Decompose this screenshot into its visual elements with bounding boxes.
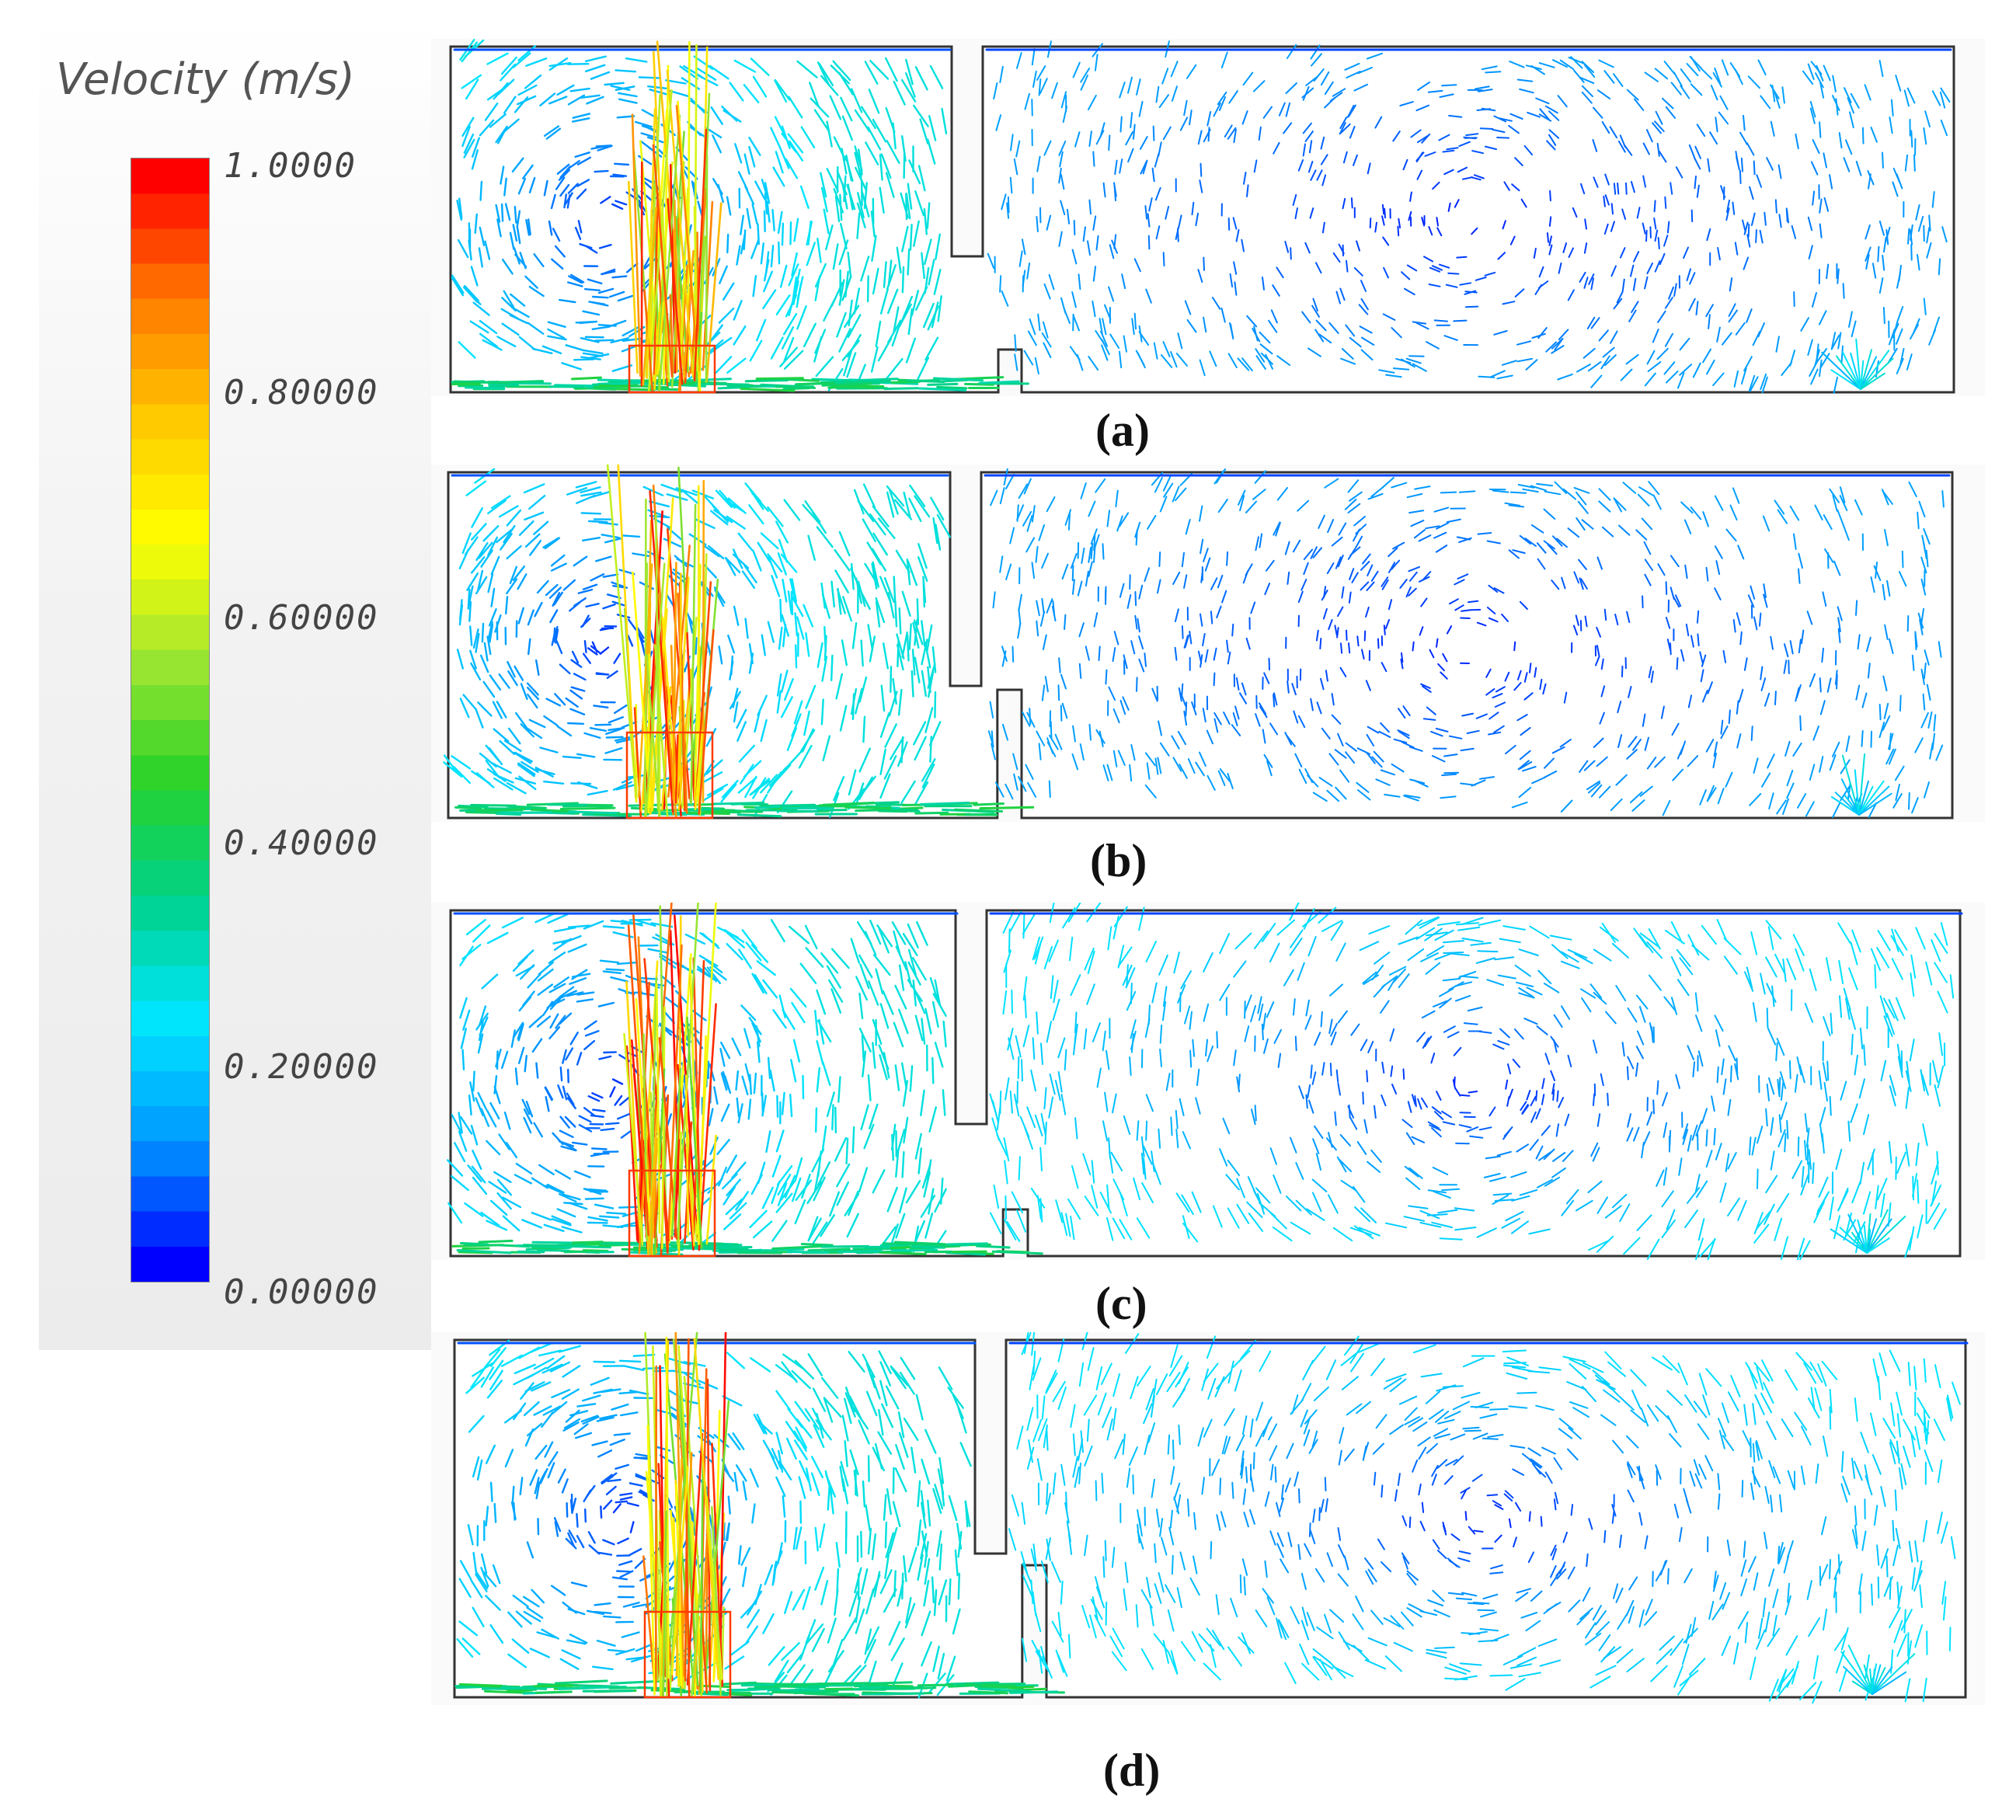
panel-label-c: (c) xyxy=(1095,1278,1147,1329)
tick-label-0-8: 0.80000 xyxy=(224,373,379,412)
velocity-field-c xyxy=(431,903,1985,1260)
velocity-field-d xyxy=(431,1332,1985,1705)
velocity-field-b xyxy=(431,465,1985,822)
flow-panel-c: (c) xyxy=(431,903,1985,1329)
velocity-field-a xyxy=(431,39,1985,396)
tick-label-min: 0.00000 xyxy=(224,1272,379,1312)
heat-source-outline xyxy=(643,1610,732,1699)
flow-panel-a: (a) xyxy=(431,39,1985,456)
room-walls xyxy=(447,471,1954,820)
tick-label-0-6: 0.60000 xyxy=(224,598,379,638)
velocity-vectors xyxy=(451,39,1952,394)
panel-label-d: (d) xyxy=(1103,1745,1161,1796)
velocity-vectors xyxy=(443,465,1951,820)
room-walls xyxy=(449,909,1962,1258)
flow-panel-d: (d) xyxy=(431,1332,1985,1798)
tick-label-0-4: 0.40000 xyxy=(224,823,379,863)
heat-source-outline xyxy=(628,344,716,394)
flow-panel-b: (b) xyxy=(431,465,1985,886)
velocity-vectors xyxy=(447,903,1963,1260)
velocity-vectors xyxy=(454,1332,1969,1704)
room-walls xyxy=(449,45,1955,394)
tick-label-max: 1.0000 xyxy=(224,146,357,186)
heat-source-outline xyxy=(625,731,714,820)
legend-title: Velocity (m/s) xyxy=(56,54,355,105)
tick-label-0-2: 0.20000 xyxy=(224,1047,379,1087)
heat-source-outline xyxy=(628,1169,716,1258)
panel-label-b: (b) xyxy=(1090,835,1147,886)
room-walls xyxy=(453,1338,1967,1699)
panel-label-a: (a) xyxy=(1095,405,1150,456)
colorbar xyxy=(131,158,210,1282)
velocity-legend: Velocity (m/s) 1.0000 0.80000 0.60000 0.… xyxy=(39,14,431,1350)
